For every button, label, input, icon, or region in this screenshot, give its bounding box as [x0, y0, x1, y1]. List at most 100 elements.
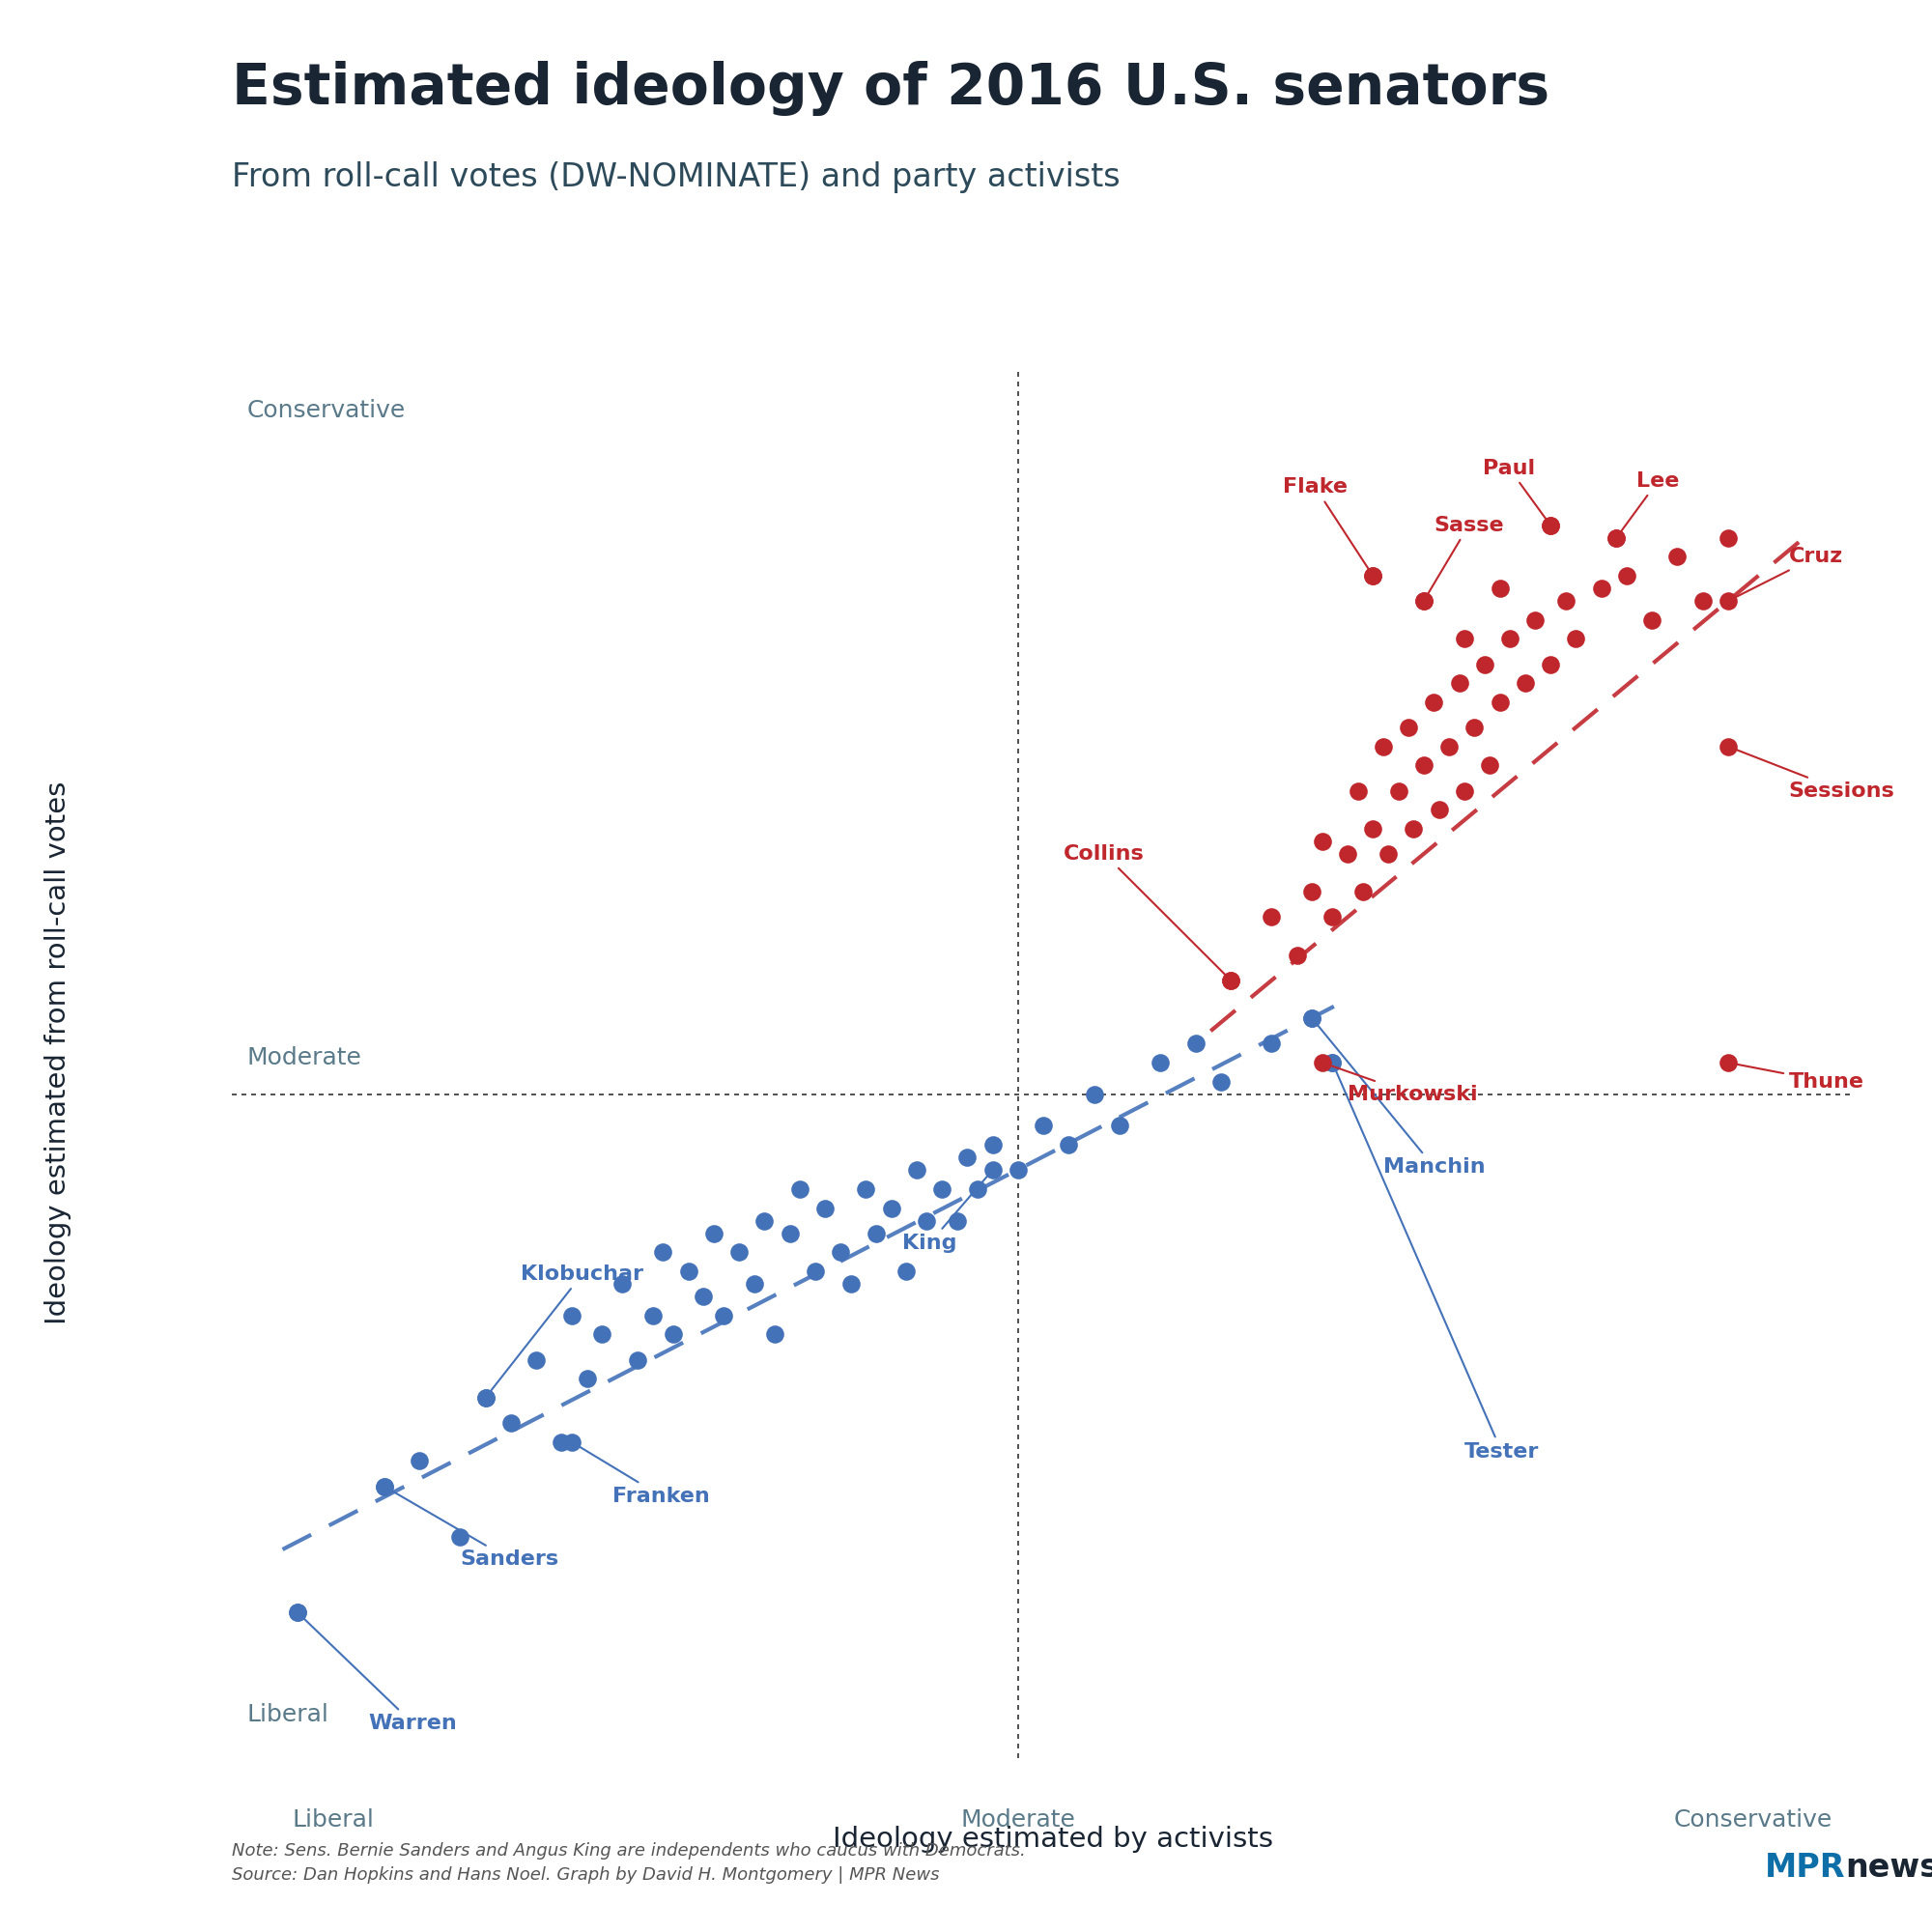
Text: Warren: Warren — [299, 1615, 458, 1733]
Point — [522, 1345, 553, 1376]
Point — [750, 1206, 781, 1236]
Point — [1495, 624, 1526, 655]
Text: Moderate: Moderate — [960, 1808, 1076, 1832]
Text: MPR: MPR — [1764, 1851, 1845, 1884]
Point — [1712, 522, 1743, 553]
Text: Paul: Paul — [1484, 458, 1549, 524]
Point — [1408, 585, 1439, 616]
Point — [784, 1173, 815, 1204]
Point — [1586, 574, 1617, 605]
Point — [952, 1142, 983, 1173]
Point — [978, 1130, 1009, 1161]
Point — [1053, 1130, 1084, 1161]
Point — [469, 1381, 500, 1412]
Point — [800, 1256, 831, 1287]
Point — [775, 1217, 806, 1248]
Text: Ideology estimated from roll-call votes: Ideology estimated from roll-call votes — [44, 781, 71, 1325]
Point — [1358, 560, 1389, 591]
Point — [810, 1192, 840, 1223]
Point — [444, 1520, 475, 1551]
Point — [1368, 730, 1399, 761]
Text: Flake: Flake — [1283, 477, 1372, 574]
Point — [1393, 713, 1424, 744]
Text: Tester: Tester — [1333, 1065, 1540, 1461]
Text: Note: Sens. Bernie Sanders and Angus King are independents who caucus with Democ: Note: Sens. Bernie Sanders and Angus Kin… — [232, 1843, 1026, 1884]
Point — [1443, 668, 1474, 699]
Text: Sessions: Sessions — [1731, 748, 1895, 800]
Point — [1333, 838, 1364, 869]
Point — [1468, 649, 1499, 680]
Point — [672, 1256, 703, 1287]
Point — [1449, 624, 1480, 655]
Text: Sasse: Sasse — [1426, 516, 1503, 599]
Text: King: King — [902, 1173, 991, 1252]
Point — [850, 1173, 881, 1204]
Point — [1449, 775, 1480, 806]
Point — [723, 1236, 753, 1267]
Point — [978, 1155, 1009, 1186]
Point — [875, 1192, 906, 1223]
Text: Moderate: Moderate — [247, 1045, 361, 1068]
Point — [369, 1470, 400, 1501]
Point — [1206, 1066, 1236, 1097]
Point — [1358, 813, 1389, 844]
Point — [1383, 775, 1414, 806]
Point — [1534, 510, 1565, 541]
Point — [556, 1426, 587, 1457]
Point — [1318, 902, 1349, 933]
Point — [962, 1173, 993, 1204]
Point — [912, 1206, 943, 1236]
Point — [825, 1236, 856, 1267]
Point — [1215, 964, 1246, 995]
Text: Klobuchar: Klobuchar — [487, 1265, 643, 1395]
Point — [1343, 775, 1374, 806]
Point — [1078, 1078, 1109, 1109]
Point — [927, 1173, 958, 1204]
Point — [1318, 1047, 1349, 1078]
Text: Liberal: Liberal — [247, 1704, 328, 1727]
Text: From roll-call votes (DW-NOMINATE) and party activists: From roll-call votes (DW-NOMINATE) and p… — [232, 162, 1121, 193]
Point — [1611, 560, 1642, 591]
Point — [282, 1598, 313, 1629]
Point — [1662, 541, 1692, 572]
Point — [282, 1598, 313, 1629]
Point — [738, 1269, 769, 1300]
Point — [369, 1470, 400, 1501]
Point — [1602, 522, 1633, 553]
Point — [638, 1300, 668, 1331]
Point — [941, 1206, 972, 1236]
Point — [1144, 1047, 1175, 1078]
Point — [1484, 686, 1515, 717]
Point — [1459, 713, 1490, 744]
Point — [1434, 730, 1464, 761]
Point — [1418, 686, 1449, 717]
Text: news: news — [1845, 1851, 1932, 1884]
Text: Liberal: Liberal — [292, 1808, 375, 1832]
Text: Collins: Collins — [1065, 844, 1229, 978]
Point — [1281, 939, 1312, 970]
Point — [1256, 902, 1287, 933]
Point — [1103, 1111, 1134, 1142]
Point — [688, 1281, 719, 1312]
Point — [1306, 825, 1337, 856]
Text: Franken: Franken — [574, 1443, 709, 1505]
Point — [622, 1345, 653, 1376]
Point — [404, 1445, 435, 1476]
Point — [1358, 560, 1389, 591]
Point — [900, 1155, 931, 1186]
Point — [1712, 585, 1743, 616]
Point — [1347, 877, 1378, 908]
Point — [1484, 574, 1515, 605]
Text: Sanders: Sanders — [386, 1488, 558, 1569]
Point — [1424, 794, 1455, 825]
Point — [1296, 1003, 1327, 1034]
Point — [647, 1236, 678, 1267]
Point — [1318, 1047, 1349, 1078]
Point — [572, 1364, 603, 1395]
Point — [1399, 813, 1430, 844]
Text: Estimated ideology of 2016 U.S. senators: Estimated ideology of 2016 U.S. senators — [232, 60, 1549, 116]
Point — [860, 1217, 891, 1248]
Point — [1520, 605, 1551, 636]
Point — [1180, 1028, 1211, 1059]
Point — [891, 1256, 922, 1287]
